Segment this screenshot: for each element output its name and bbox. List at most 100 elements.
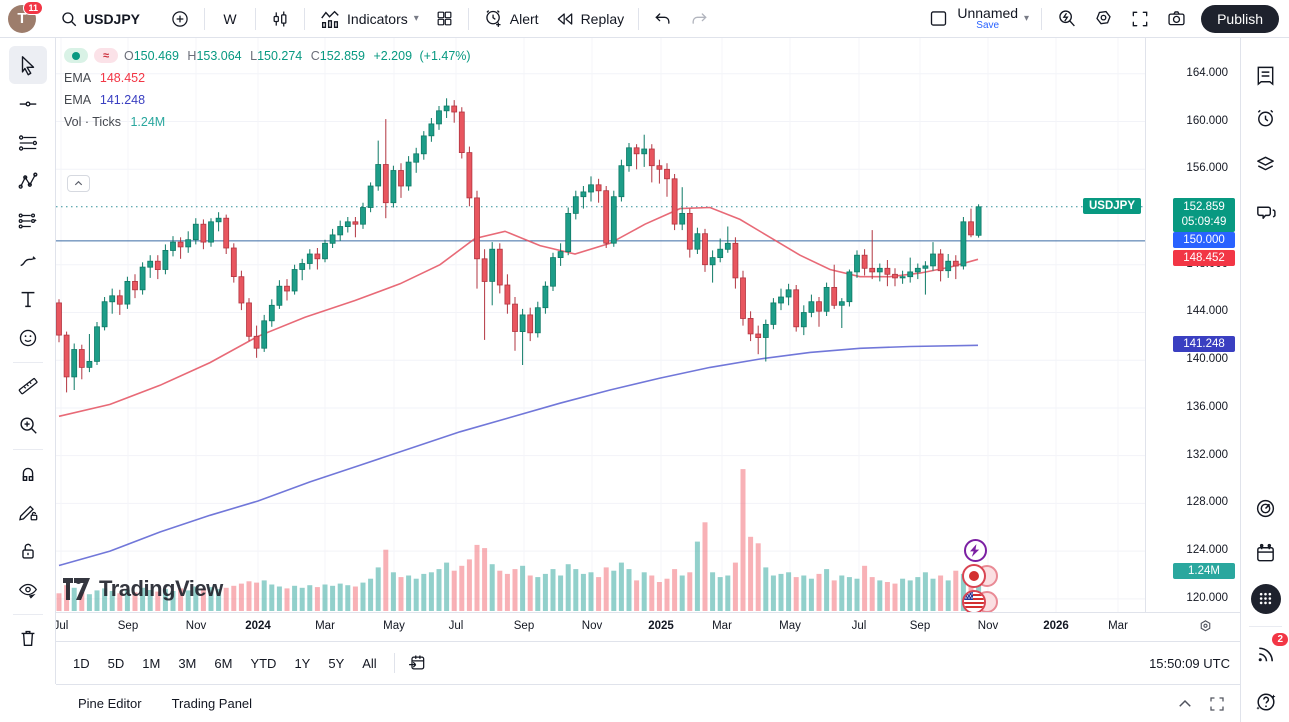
chevron-down-icon[interactable]: ▾ (1024, 13, 1030, 24)
pattern-tool-button[interactable] (9, 163, 47, 201)
calendar-panel-button[interactable] (1249, 537, 1282, 570)
brush-tool-button[interactable] (9, 241, 47, 279)
help-button[interactable] (1249, 685, 1282, 718)
maximize-panel-button[interactable] (1208, 695, 1226, 713)
indicators-button[interactable]: Indicators ▾ (311, 3, 427, 35)
compare-add-button[interactable] (162, 4, 198, 34)
symbol-legend-row[interactable]: ≈ O150.469 H153.064 L150.274 C152.859 +2… (64, 48, 471, 63)
candle-body (694, 233, 701, 250)
layout-grid-button[interactable] (427, 4, 462, 33)
price-axis[interactable]: 164.000160.000156.000148.000144.000140.0… (1083, 38, 1240, 612)
all-apps-button[interactable] (1249, 582, 1282, 615)
layout-thumbnail-button[interactable] (920, 3, 957, 34)
object-tree-button[interactable] (1249, 148, 1282, 181)
volume-bar (862, 565, 868, 611)
volume-bar (748, 536, 754, 611)
publish-button[interactable]: Publish (1201, 4, 1279, 33)
fib-retracement-tool-button[interactable] (9, 124, 47, 162)
range-button-5y[interactable]: 5Y (328, 655, 345, 671)
emoji-tool-button[interactable] (9, 319, 47, 357)
tab-trading-panel[interactable]: Trading Panel (171, 696, 253, 711)
text-tool-button[interactable] (9, 280, 47, 318)
symbol-search-button[interactable]: USDJPY (52, 5, 148, 33)
range-button-6m[interactable]: 6M (214, 655, 233, 671)
volume-bar (960, 573, 966, 611)
volume-bar (611, 570, 617, 611)
range-button-1d[interactable]: 1D (73, 655, 90, 671)
projection-tool-button[interactable] (9, 202, 47, 240)
candle-body (344, 221, 351, 228)
volume-legend-row[interactable]: Vol · Ticks 1.24M (64, 115, 166, 129)
sidebar-divider (1249, 626, 1282, 627)
time-tick-label: Sep (117, 620, 139, 632)
cursor-tool-button[interactable] (8, 46, 47, 84)
time-tick-label: May (383, 620, 405, 632)
time-axis[interactable]: Jul Sep Nov 2024 Mar May Jul Sep Nov 2025 Mar May Ju… (54, 612, 1240, 641)
go-to-date-button[interactable] (403, 649, 431, 677)
volume-bar (626, 569, 632, 611)
drawing-mode-button[interactable] (9, 493, 47, 531)
symbol-name: USDJPY (84, 10, 141, 27)
expand-panel-button[interactable] (1176, 695, 1194, 713)
range-button-all[interactable]: All (362, 655, 377, 671)
clock-utc[interactable]: 15:50:09 UTC (1149, 655, 1230, 671)
ema-fast-legend-row[interactable]: EMA 148.452 (64, 71, 146, 85)
chart-pane[interactable]: TradingView ≈ O150.469 H153.064 L150.274… (56, 38, 1145, 614)
range-button-ytd[interactable]: YTD (250, 655, 277, 671)
ema-slow-legend-row[interactable]: EMA 141.248 (64, 93, 146, 107)
price-badge-horizontal-line: 150.000 (1173, 231, 1235, 248)
candle-body (785, 289, 792, 298)
range-button-1y[interactable]: 1Y (294, 655, 311, 671)
volume-bar (200, 588, 206, 611)
japan-events-icon[interactable] (962, 564, 986, 588)
axis-settings-gear-icon[interactable] (1197, 618, 1214, 640)
candle-body (823, 286, 830, 312)
volume-bar (580, 573, 586, 611)
replay-button[interactable]: Replay (547, 4, 633, 34)
volume-bar (71, 587, 77, 611)
alerts-panel-button[interactable] (1249, 102, 1282, 135)
redo-button[interactable] (681, 4, 717, 34)
brush-icon (19, 256, 36, 267)
volume-bar (474, 544, 480, 611)
trend-line-icon (19, 101, 36, 107)
range-button-3m[interactable]: 3M (178, 655, 197, 671)
candle-body (914, 267, 921, 273)
layout-name-save[interactable]: Unnamed Save (957, 6, 1018, 31)
legend-collapse-button[interactable] (67, 175, 90, 192)
range-button-1m[interactable]: 1M (142, 655, 161, 671)
candle-body (519, 314, 526, 332)
high-impact-event-icon[interactable] (964, 539, 987, 562)
watchlist-panel-button[interactable] (1249, 59, 1282, 92)
alert-button[interactable]: Alert (475, 3, 547, 34)
chat-panel-button[interactable] (1249, 196, 1282, 229)
user-avatar[interactable]: T 11 (8, 0, 43, 33)
interval-button[interactable]: W (211, 6, 249, 32)
time-tick-label: Sep (909, 620, 931, 632)
chart-style-button[interactable] (262, 4, 298, 34)
range-button-5d[interactable]: 5D (107, 655, 125, 671)
remove-drawings-button[interactable] (9, 619, 47, 657)
magnet-mode-button[interactable] (9, 454, 47, 492)
settings-button[interactable] (1085, 3, 1122, 34)
quick-search-button[interactable] (1048, 3, 1085, 34)
fullscreen-icon (1130, 9, 1150, 29)
tab-pine-editor[interactable]: Pine Editor (78, 696, 142, 711)
screener-button[interactable] (1249, 492, 1282, 525)
fullscreen-button[interactable] (1122, 4, 1158, 34)
snapshot-button[interactable] (1158, 3, 1195, 34)
undo-button[interactable] (645, 4, 681, 34)
us-events-icon[interactable] (962, 590, 986, 614)
trend-line-tool-button[interactable] (9, 85, 47, 123)
zoom-in-tool-button[interactable] (9, 406, 47, 444)
price-chart-canvas[interactable] (56, 38, 1145, 612)
candle-body (170, 241, 176, 251)
measure-tool-button[interactable] (9, 367, 47, 405)
candle-body (185, 239, 192, 248)
streams-button[interactable]: 2 (1249, 633, 1288, 671)
lock-drawings-button[interactable] (9, 532, 47, 570)
candle-body (474, 197, 480, 260)
candle-body (299, 263, 306, 270)
ema-slow-line[interactable] (58, 344, 979, 567)
hide-drawings-button[interactable] (9, 571, 47, 609)
